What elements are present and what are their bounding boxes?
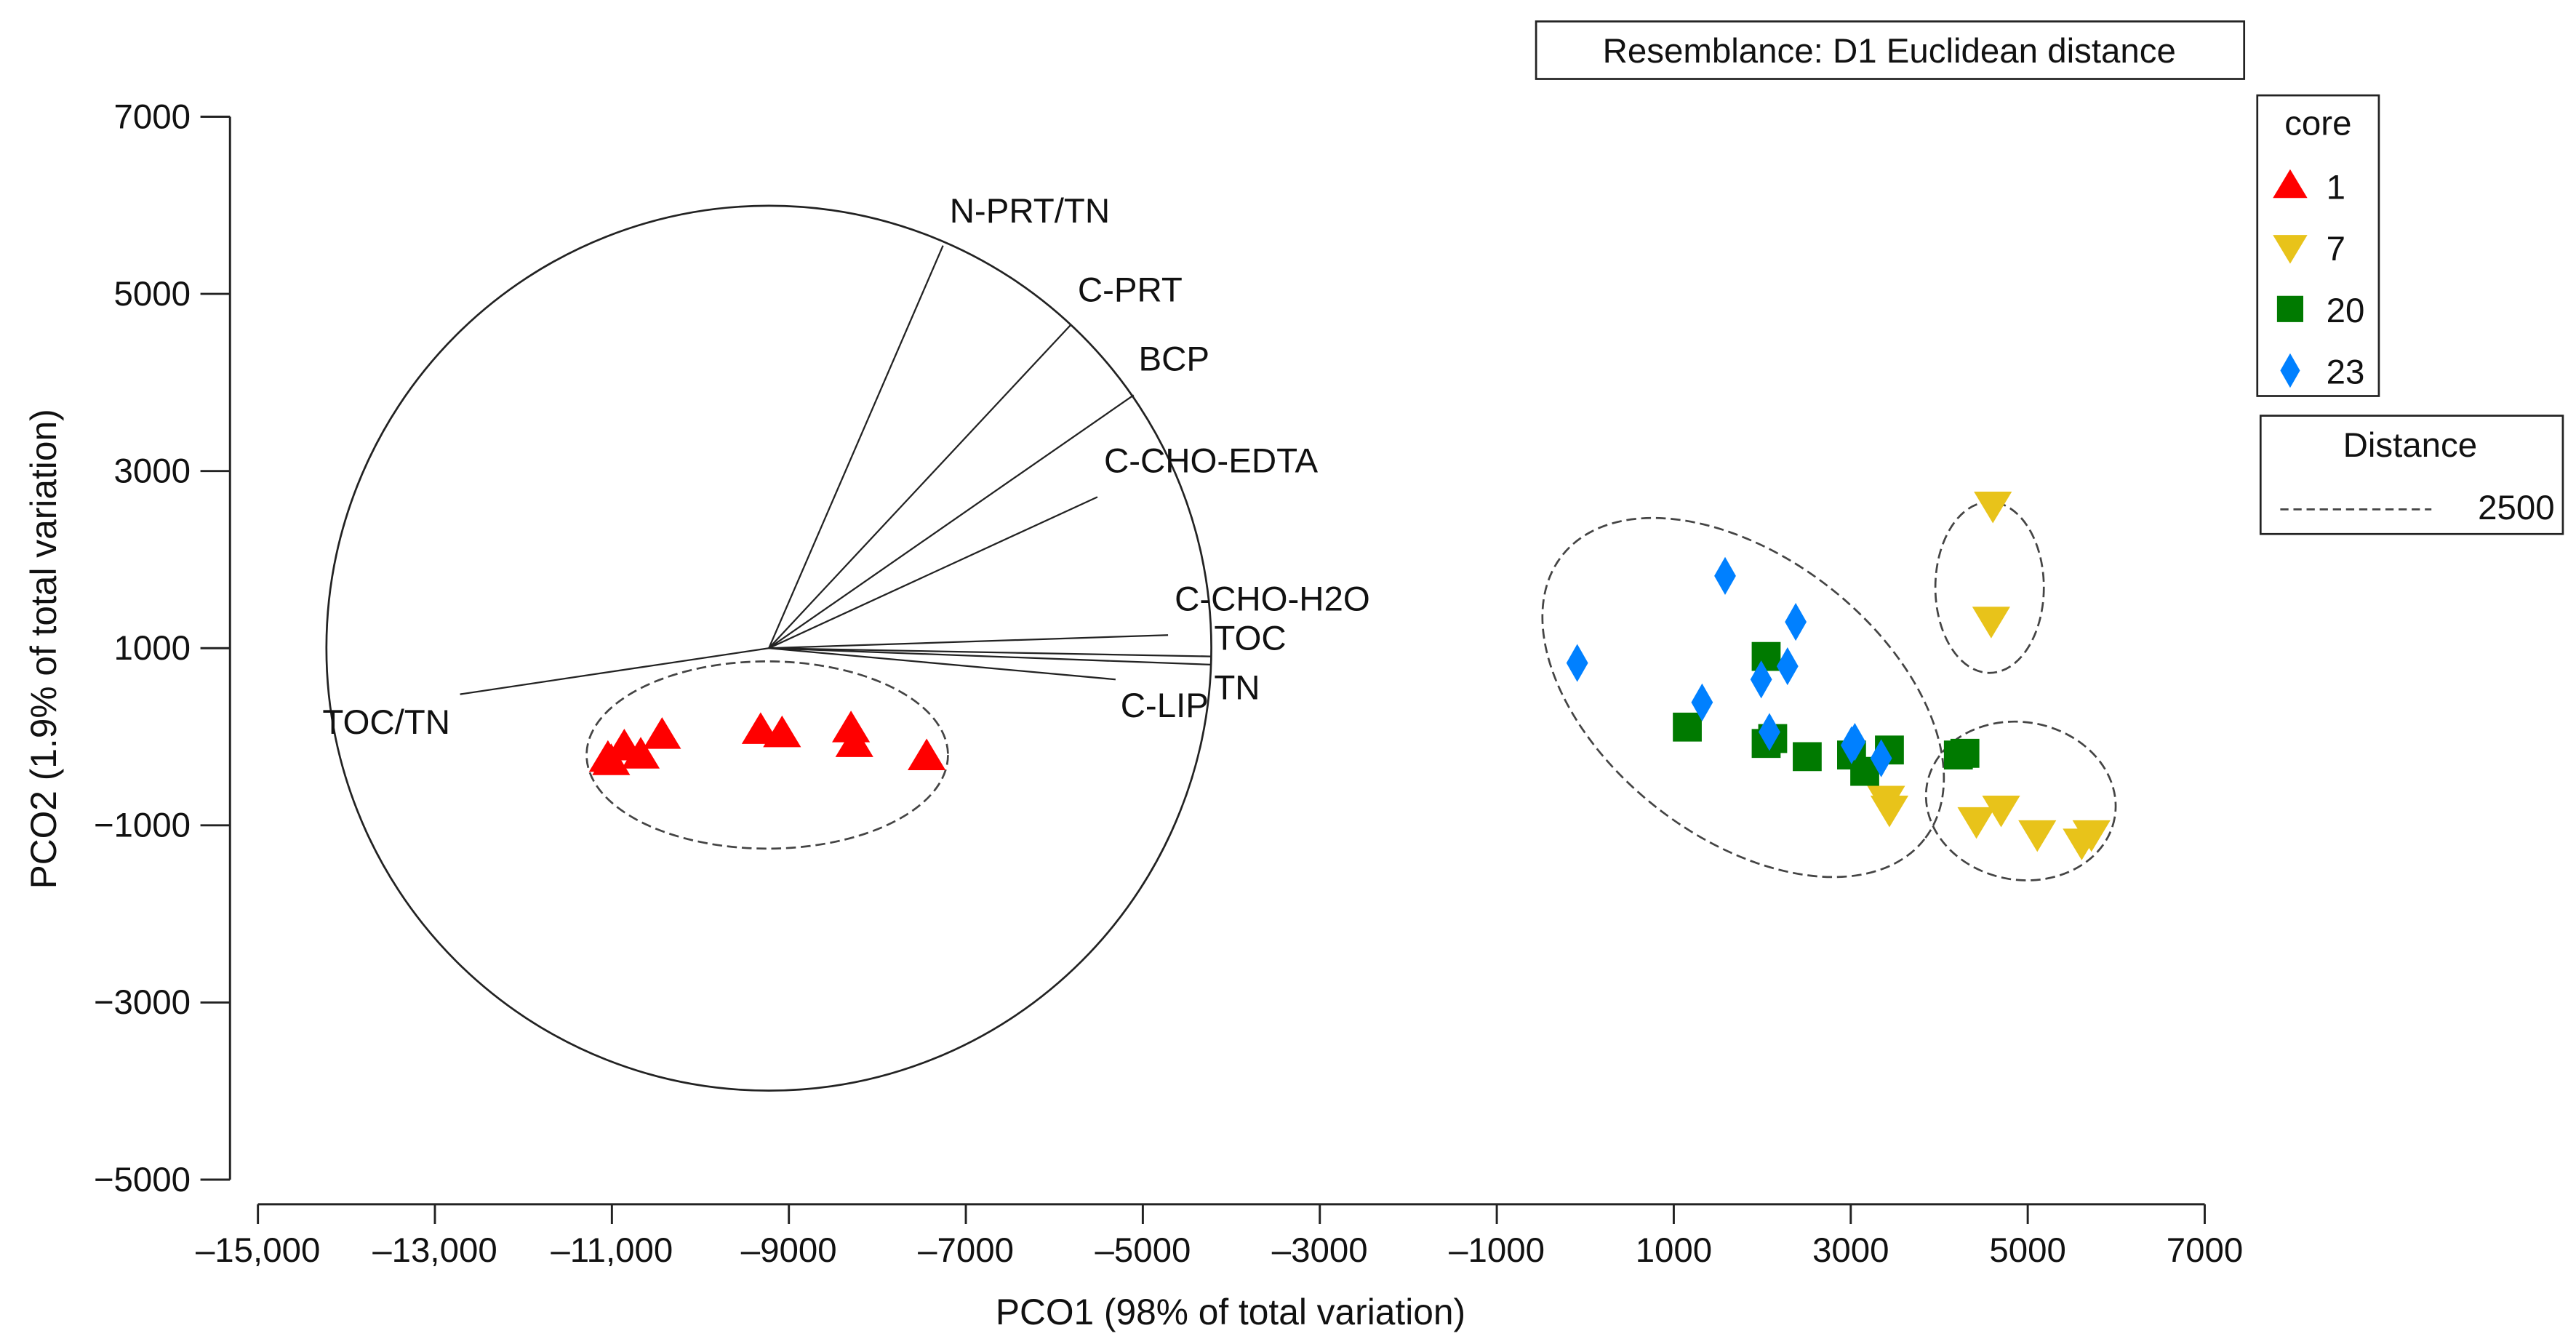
legend-label: 23 xyxy=(2327,353,2365,392)
vector-line xyxy=(769,647,1211,666)
point-core-20 xyxy=(1793,742,1822,772)
point-core-23 xyxy=(1691,683,1713,721)
distance-ellipse xyxy=(1924,720,2117,881)
point-core-23 xyxy=(1750,660,1772,699)
legend-label: 20 xyxy=(2327,292,2365,330)
x-tick-label: –9000 xyxy=(741,1231,837,1270)
legend-marker-23 xyxy=(2280,353,2300,388)
vector-label: BCP xyxy=(1139,340,1210,378)
y-tick-label: 3000 xyxy=(114,452,191,490)
legend-marker-7 xyxy=(2273,235,2308,264)
y-tick-label: −5000 xyxy=(94,1161,191,1199)
y-tick-label: −3000 xyxy=(94,983,191,1022)
resemblance-label: Resemblance: D1 Euclidean distance xyxy=(1603,32,2176,71)
point-core-20 xyxy=(1850,756,1879,786)
vector-line xyxy=(769,647,1116,681)
distance-ellipse xyxy=(1934,500,2045,674)
x-tick-label: 5000 xyxy=(1989,1231,2066,1270)
point-core-1 xyxy=(835,725,873,757)
legend-label: 7 xyxy=(2327,230,2345,268)
y-tick-label: 1000 xyxy=(114,629,191,668)
distance-legend-value: 2500 xyxy=(2478,489,2555,527)
point-core-1 xyxy=(643,717,681,749)
vector-line xyxy=(460,647,769,695)
x-tick-label: –3000 xyxy=(1272,1231,1368,1270)
point-core-1 xyxy=(832,711,871,743)
x-tick-label: –5000 xyxy=(1095,1231,1191,1270)
legend-marker-1 xyxy=(2273,169,2308,199)
point-core-7 xyxy=(2072,820,2111,852)
axes: –15,000 –13,000 –11,000 –9000 –7000 –5000 –300… xyxy=(94,97,2243,1270)
resemblance-box: Resemblance: D1 Euclidean distance xyxy=(1535,20,2246,80)
vector-label: C-CHO-H2O xyxy=(1175,580,1370,618)
y-tick-label: −1000 xyxy=(94,807,191,845)
point-core-20 xyxy=(1950,738,1980,768)
vector-line xyxy=(768,245,944,649)
point-core-20 xyxy=(1751,641,1781,671)
vector-line xyxy=(768,496,1098,649)
x-tick-label: –15,000 xyxy=(196,1231,320,1270)
y-axis-label: PCO2 (1.9% of total variation) xyxy=(23,409,64,889)
vector-label: TOC xyxy=(1214,620,1286,658)
vector-label: C-PRT xyxy=(1078,271,1183,309)
x-tick-label: 1000 xyxy=(1636,1231,1713,1270)
point-core-23 xyxy=(1566,644,1588,682)
data-points xyxy=(588,492,2111,860)
point-core-7 xyxy=(2018,820,2057,852)
point-core-23 xyxy=(1759,713,1780,751)
y-tick-label: 7000 xyxy=(114,97,191,136)
vector-line xyxy=(769,634,1169,649)
vector-label: C-LIP xyxy=(1121,687,1209,725)
legend-title: core xyxy=(2284,104,2351,143)
distance-ellipse xyxy=(1541,516,1945,879)
x-tick-label: –13,000 xyxy=(372,1231,497,1270)
point-core-23 xyxy=(1844,723,1866,761)
point-core-7 xyxy=(1972,607,2010,639)
x-tick-label: –1000 xyxy=(1449,1231,1545,1270)
x-tick-label: –7000 xyxy=(918,1231,1014,1270)
point-core-23 xyxy=(1776,647,1799,686)
point-core-23 xyxy=(1785,602,1807,641)
point-core-1 xyxy=(621,737,660,769)
point-core-1 xyxy=(763,715,801,748)
vector-line xyxy=(768,324,1072,649)
vector-label: TOC/TN xyxy=(322,703,450,742)
point-core-7 xyxy=(1957,807,1996,839)
legend-label: 1 xyxy=(2327,168,2345,207)
distance-legend-title: Distance xyxy=(2343,426,2478,465)
vector-line xyxy=(768,394,1135,649)
vector-label: N-PRT/TN xyxy=(950,192,1110,231)
vector-label: C-CHO-EDTA xyxy=(1104,441,1319,480)
point-core-1 xyxy=(908,738,946,770)
x-axis-label: PCO1 (98% of total variation) xyxy=(996,1292,1465,1332)
point-core-7 xyxy=(1982,796,2020,828)
y-tick-label: 5000 xyxy=(114,275,191,313)
point-core-20 xyxy=(1673,712,1702,742)
x-tick-label: 7000 xyxy=(2167,1231,2244,1270)
x-tick-label: 3000 xyxy=(1812,1231,1889,1270)
point-core-7 xyxy=(1974,492,2012,524)
distance-legend: Distance 2500 xyxy=(2259,415,2564,535)
vector-circle xyxy=(325,204,1212,1092)
point-core-7 xyxy=(1870,796,1909,828)
legend-marker-20 xyxy=(2276,295,2304,322)
x-tick-label: –11,000 xyxy=(551,1231,673,1270)
vector-line xyxy=(769,647,1211,657)
vector-label: TN xyxy=(1214,668,1260,707)
point-core-23 xyxy=(1714,556,1736,595)
distance-ellipses xyxy=(585,500,2117,881)
